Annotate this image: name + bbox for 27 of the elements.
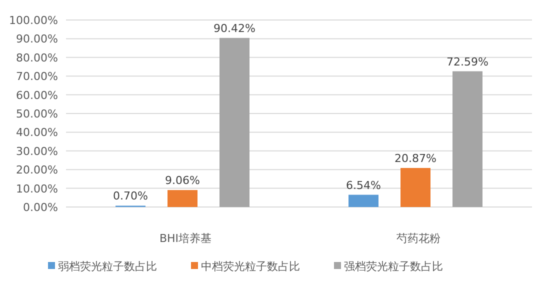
bar: [452, 71, 482, 207]
legend-label: 强档荧光粒子数占比: [344, 260, 443, 273]
bar: [348, 194, 378, 207]
legend-label: 中档荧光粒子数占比: [201, 260, 300, 273]
bar: [220, 38, 250, 207]
data-label: 90.42%: [214, 22, 256, 35]
y-tick-label: 100.00%: [9, 14, 58, 27]
data-label: 0.70%: [113, 190, 148, 203]
data-label: 9.06%: [165, 174, 200, 188]
y-tick-label: 60.00%: [16, 88, 58, 102]
data-label: 72.59%: [446, 55, 488, 68]
x-tick-label: BHI培养基: [159, 232, 212, 245]
x-tick-label: 芍药花粉: [396, 232, 440, 245]
y-tick-label: 30.00%: [16, 144, 58, 158]
y-tick-label: 50.00%: [16, 108, 58, 120]
y-tick-label: 0.00%: [23, 201, 58, 214]
y-tick-label: 70.00%: [16, 70, 58, 84]
legend-label: 弱档荧光粒子数占比: [58, 260, 157, 273]
y-tick-label: 10.00%: [16, 182, 58, 196]
bar: [400, 168, 430, 207]
y-tick-label: 40.00%: [16, 126, 58, 140]
y-tick-label: 90.00%: [16, 32, 58, 46]
data-label: 20.87%: [394, 152, 436, 165]
y-tick-label: 80.00%: [16, 51, 58, 64]
y-tick-label: 20.00%: [16, 164, 58, 177]
bar: [168, 190, 198, 207]
data-label: 6.54%: [346, 178, 381, 192]
